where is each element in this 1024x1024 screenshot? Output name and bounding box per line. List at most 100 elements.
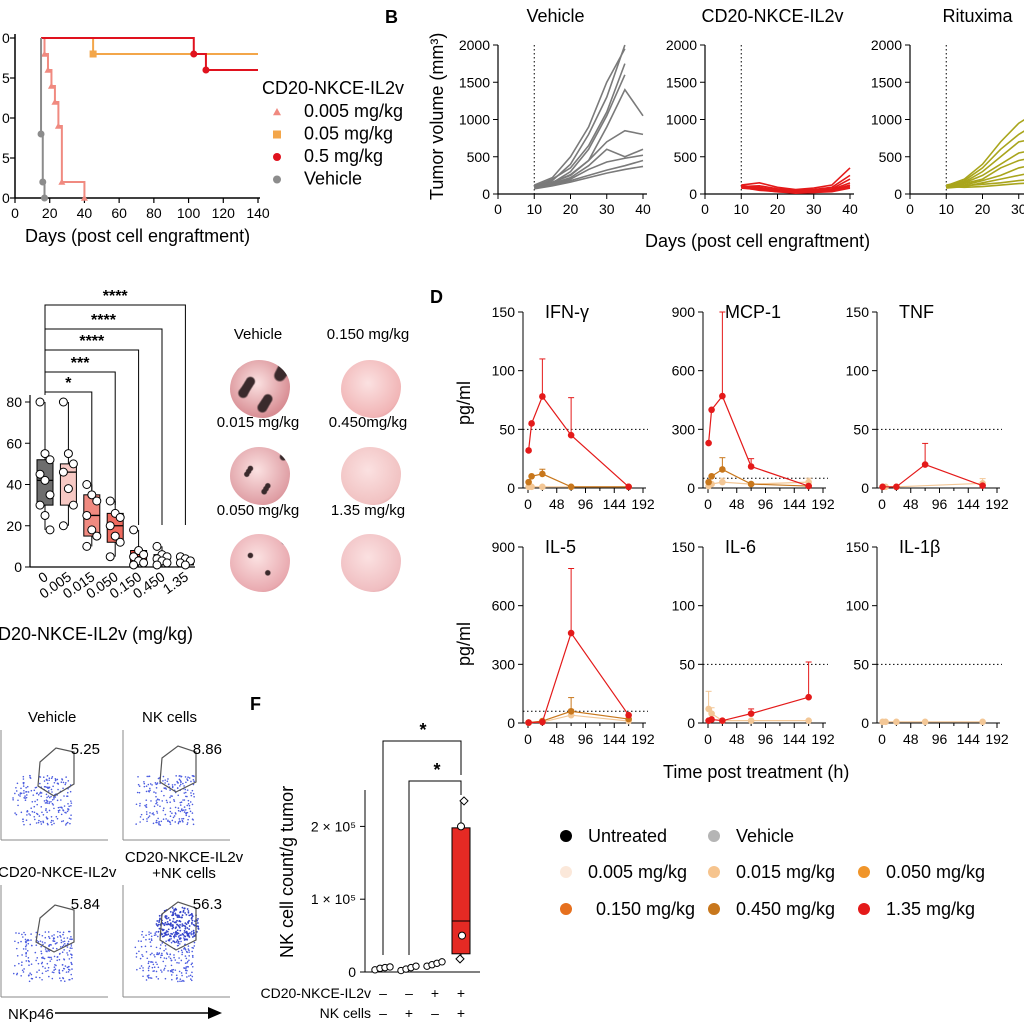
e-event-dot xyxy=(42,776,45,779)
f-row1-sign: – xyxy=(379,985,387,1001)
e-event-dot xyxy=(190,933,193,935)
e-event-dot xyxy=(40,945,42,948)
e-event-dot xyxy=(50,821,52,824)
d-x-tick-label: 144 xyxy=(957,731,981,747)
e-event-dot xyxy=(153,813,155,816)
d-data-point xyxy=(539,718,546,726)
e-event-dot xyxy=(187,945,190,947)
a-event-marker xyxy=(80,194,88,201)
e-event-dot xyxy=(176,939,179,942)
e-event-dot xyxy=(163,957,166,959)
e-event-dot xyxy=(141,930,144,933)
e-event-dot xyxy=(184,969,187,972)
e-event-dot xyxy=(158,921,160,924)
d-data-point xyxy=(525,719,532,726)
e-event-dot xyxy=(148,933,150,936)
e-event-dot xyxy=(188,959,190,962)
e-event-dot xyxy=(53,940,56,942)
e-event-dot xyxy=(186,976,188,978)
e-event-dot xyxy=(161,954,163,957)
e-event-dot xyxy=(153,970,155,972)
e-event-dot xyxy=(40,820,42,823)
e-event-dot xyxy=(27,974,30,977)
c-data-point xyxy=(63,484,73,494)
a-x-tick-label: 0 xyxy=(11,205,19,221)
e-event-dot xyxy=(70,961,72,964)
e-event-dot xyxy=(183,785,185,787)
e-event-dot xyxy=(148,960,150,963)
e-event-dot xyxy=(184,776,187,778)
e-event-dot xyxy=(178,962,180,964)
e-event-dot xyxy=(52,940,54,942)
e-event-dot xyxy=(172,968,175,971)
d-y-tick-label: 0 xyxy=(507,480,515,496)
e-event-dot xyxy=(170,935,172,938)
e-event-dot xyxy=(22,971,25,973)
e-event-dot xyxy=(185,812,187,815)
e-event-dot xyxy=(189,974,192,977)
e-event-dot xyxy=(145,938,147,941)
e-event-dot xyxy=(190,792,192,794)
e-event-dot xyxy=(139,967,141,970)
e-event-dot xyxy=(191,789,194,792)
e-event-dot xyxy=(41,972,44,975)
e-event-dot xyxy=(62,967,65,970)
lung-photo xyxy=(230,534,290,592)
lung-photo xyxy=(230,447,290,505)
e-event-dot xyxy=(35,931,38,934)
e-event-dot xyxy=(149,953,152,956)
e-event-dot xyxy=(22,781,25,784)
e-event-dot xyxy=(174,959,177,961)
e-event-dot xyxy=(190,979,193,982)
e-event-dot xyxy=(20,975,22,977)
b-y-tick-label: 500 xyxy=(674,149,698,165)
e-event-dot xyxy=(46,782,49,785)
e-event-dot xyxy=(39,782,41,785)
e-event-dot xyxy=(68,969,71,971)
b-tumor-curve xyxy=(533,48,626,186)
e-event-dot xyxy=(172,940,175,943)
d-series-line xyxy=(528,631,630,724)
a-legend-label: 0.5 mg/kg xyxy=(304,146,383,166)
e-event-dot xyxy=(30,807,32,809)
c-data-point xyxy=(115,513,125,522)
d-x-tick-label: 96 xyxy=(758,731,774,747)
e-event-dot xyxy=(24,945,27,948)
e-event-dot xyxy=(186,822,189,824)
e-event-dot xyxy=(62,931,65,934)
c-significance-stars: **** xyxy=(79,333,105,350)
e-event-dot xyxy=(63,937,65,939)
d-data-point xyxy=(625,711,632,719)
d-x-tick-label: 0 xyxy=(524,731,532,747)
d-data-point xyxy=(567,431,575,439)
c-data-point xyxy=(58,521,68,531)
e-event-dot xyxy=(48,975,50,978)
e-event-dot xyxy=(158,823,160,826)
e-event-dot xyxy=(135,803,138,806)
e-event-dot xyxy=(188,951,190,953)
e-event-dot xyxy=(44,931,47,933)
e-event-dot xyxy=(62,940,64,943)
e-event-dot xyxy=(56,778,59,781)
e-event-dot xyxy=(185,950,188,953)
e-event-dot xyxy=(48,937,51,940)
e-event-dot xyxy=(60,781,63,783)
e-event-dot xyxy=(50,777,53,780)
lung-image-label: 1.35 mg/kg xyxy=(330,502,406,519)
e-event-dot xyxy=(150,961,153,963)
d-series-line xyxy=(882,463,983,488)
e-event-dot xyxy=(182,937,185,939)
c-data-point xyxy=(58,467,68,477)
e-event-dot xyxy=(12,797,14,799)
e-event-dot xyxy=(157,935,159,938)
e-event-dot xyxy=(62,933,64,936)
d-data-point xyxy=(705,478,712,486)
e-event-dot xyxy=(52,937,55,939)
e-event-dot xyxy=(164,932,167,935)
e-event-dot xyxy=(145,785,148,787)
d-y-axis-label-top: pg/ml xyxy=(454,381,474,425)
e-event-dot xyxy=(163,787,166,790)
e-event-dot xyxy=(15,790,18,792)
e-event-dot xyxy=(139,821,141,823)
